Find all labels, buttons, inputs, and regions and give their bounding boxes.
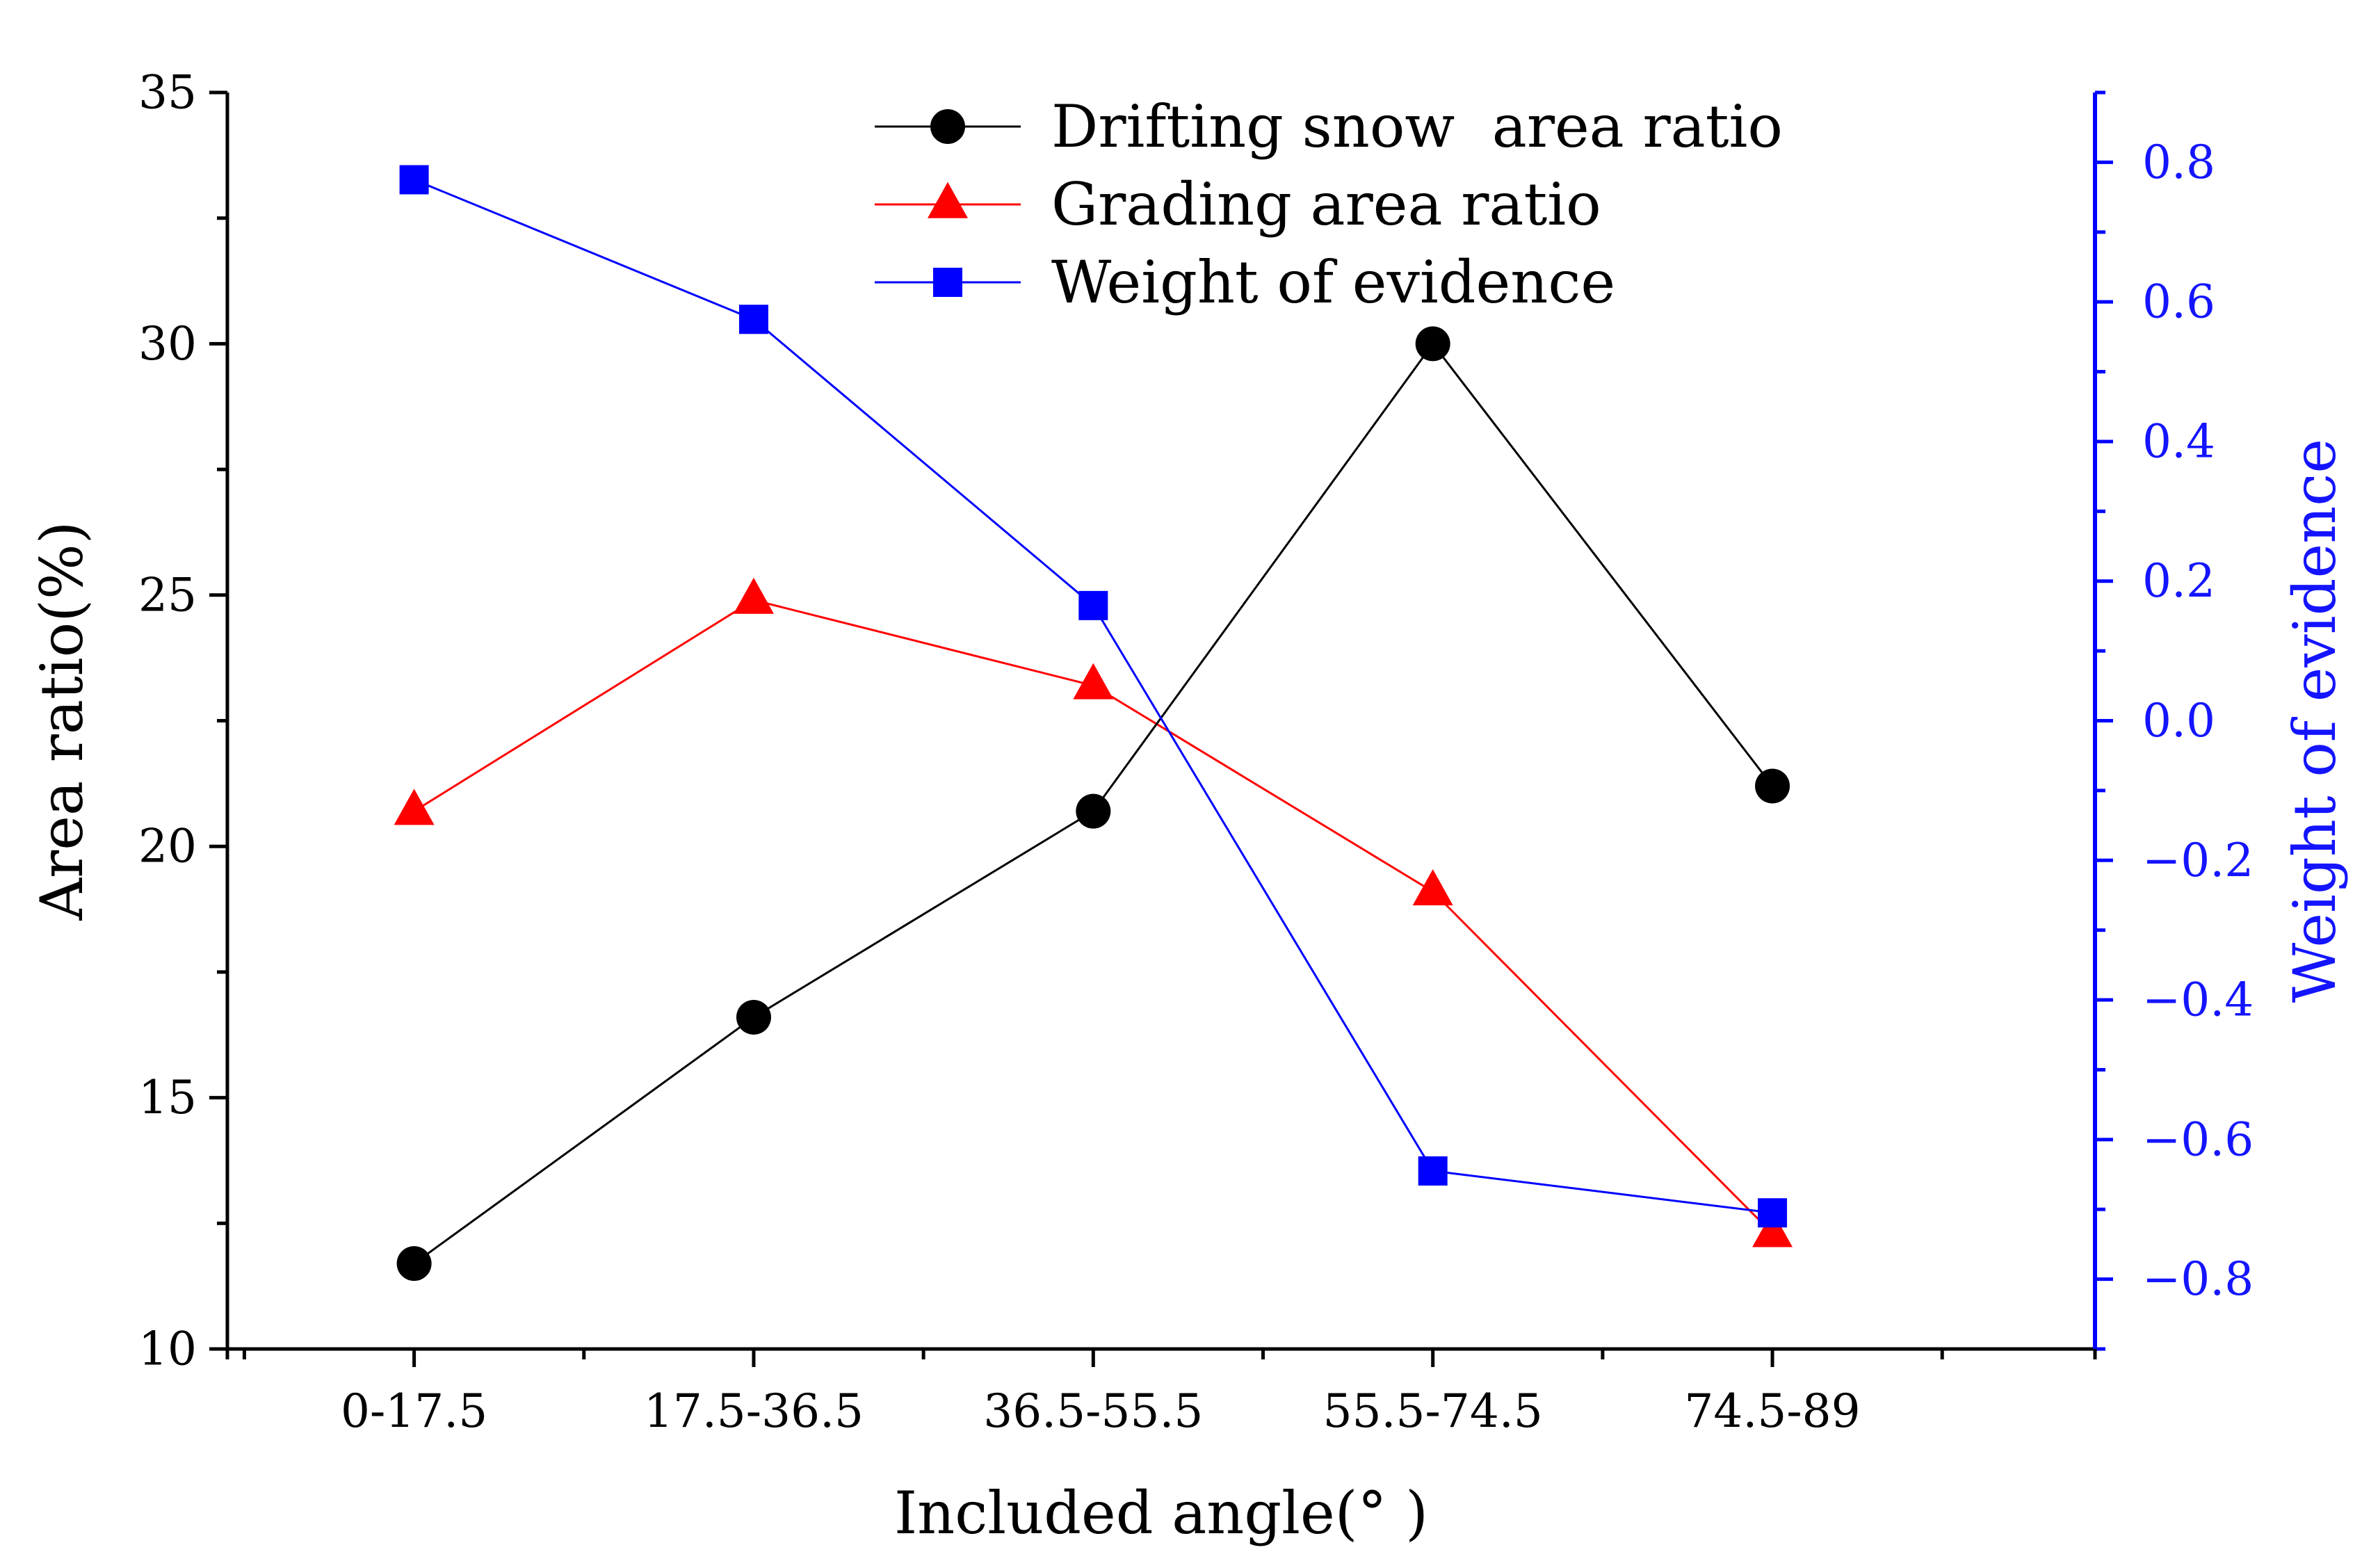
legend-item-2: Weight of evidence xyxy=(875,248,1615,316)
data-point-1-3 xyxy=(1412,869,1453,906)
legend-label: Drifting snow area ratio xyxy=(1051,92,1783,161)
series-1 xyxy=(394,577,1793,1247)
y-axis-title-right: Weight of evidence xyxy=(2281,439,2349,1003)
legend: Drifting snow area ratio Grading area rat… xyxy=(875,92,1783,316)
data-point-1-0 xyxy=(394,789,435,825)
series-0 xyxy=(396,326,1790,1282)
legend-marker xyxy=(933,268,962,297)
data-point-1-4 xyxy=(1752,1211,1793,1247)
data-point-2-4 xyxy=(1758,1198,1788,1228)
data-point-0-0 xyxy=(396,1246,432,1282)
y-tick-label-left: 15 xyxy=(138,1071,197,1124)
y-tick-label-right: 0.0 xyxy=(2142,694,2215,747)
legend-label: Weight of evidence xyxy=(1051,248,1615,316)
legend-item-0: Drifting snow area ratio xyxy=(875,92,1783,161)
legend-item-1: Grading area ratio xyxy=(875,170,1601,239)
y-tick-label-left: 35 xyxy=(138,66,197,120)
y-tick-label-left: 30 xyxy=(138,317,197,371)
series-layer xyxy=(394,165,1793,1282)
x-tick-label: 36.5-55.5 xyxy=(983,1384,1203,1438)
data-point-0-4 xyxy=(1755,768,1790,804)
axes: 10 15 20 25 30 35 0.8 0.6 0.4 0.2 0.0 −0.2 −0.4 −0.6 −… xyxy=(28,66,2349,1548)
data-point-0-2 xyxy=(1076,793,1111,829)
data-point-2-1 xyxy=(738,305,768,334)
y-tick-label-right: 0.6 xyxy=(2142,275,2215,329)
x-tick-label: 0-17.5 xyxy=(341,1384,487,1438)
legend-marker xyxy=(928,181,968,218)
data-point-1-1 xyxy=(733,577,774,614)
data-point-2-0 xyxy=(399,165,429,195)
y-tick-label-right: −0.8 xyxy=(2142,1252,2254,1306)
x-tick-label: 17.5-36.5 xyxy=(644,1384,864,1438)
data-point-0-3 xyxy=(1415,326,1450,362)
data-point-0-1 xyxy=(736,999,771,1035)
y-tick-label-right: 0.4 xyxy=(2142,414,2215,468)
data-point-2-3 xyxy=(1418,1156,1448,1186)
y-tick-label-right: −0.2 xyxy=(2142,834,2254,887)
y-tick-label-right: −0.6 xyxy=(2142,1113,2254,1166)
y-tick-label-left: 10 xyxy=(138,1323,197,1376)
y-tick-label-right: −0.4 xyxy=(2142,973,2254,1027)
y-tick-label-left: 20 xyxy=(138,820,197,873)
data-point-1-2 xyxy=(1073,663,1114,700)
series-2 xyxy=(399,165,1788,1228)
legend-label: Grading area ratio xyxy=(1051,170,1601,239)
x-axis-title: Included angle(° ) xyxy=(894,1479,1428,1547)
legend-marker xyxy=(930,109,965,144)
y-tick-label-left: 25 xyxy=(138,568,197,622)
x-tick-label: 74.5-89 xyxy=(1684,1384,1860,1438)
x-tick-label: 55.5-74.5 xyxy=(1323,1384,1543,1438)
data-point-2-2 xyxy=(1078,590,1108,620)
y-axis-title-left: Area ratio(%) xyxy=(28,521,96,921)
y-tick-label-right: 0.8 xyxy=(2142,136,2215,189)
y-tick-label-right: 0.2 xyxy=(2142,554,2215,608)
